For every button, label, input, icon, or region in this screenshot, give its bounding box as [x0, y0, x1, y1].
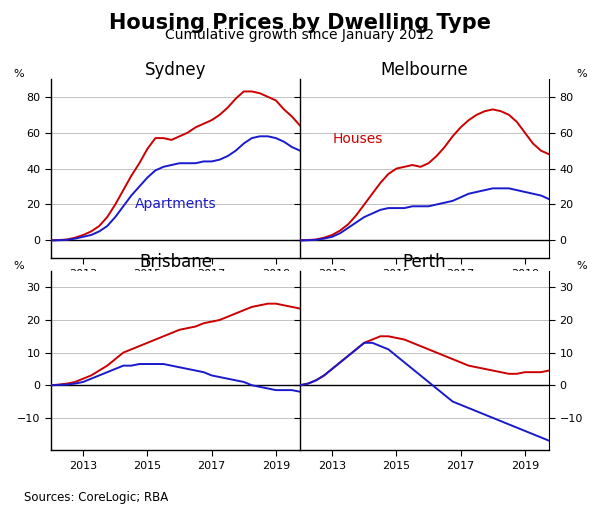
Text: Cumulative growth since January 2012: Cumulative growth since January 2012	[166, 28, 434, 42]
Text: %: %	[576, 261, 587, 271]
Text: %: %	[13, 69, 24, 79]
Text: %: %	[13, 261, 24, 271]
Title: Melbourne: Melbourne	[380, 61, 469, 79]
Title: Brisbane: Brisbane	[139, 253, 212, 271]
Text: %: %	[576, 69, 587, 79]
Text: Sources: CoreLogic; RBA: Sources: CoreLogic; RBA	[24, 491, 168, 504]
Text: Housing Prices by Dwelling Type: Housing Prices by Dwelling Type	[109, 13, 491, 33]
Text: Houses: Houses	[332, 132, 383, 147]
Title: Perth: Perth	[403, 253, 446, 271]
Text: Apartments: Apartments	[134, 197, 216, 211]
Title: Sydney: Sydney	[145, 61, 206, 79]
